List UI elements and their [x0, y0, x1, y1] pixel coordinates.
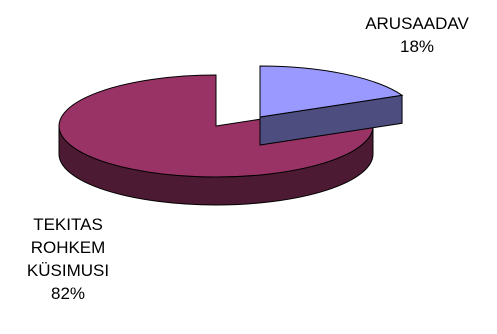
slice-label-tekitas-percent: 82% [50, 284, 86, 303]
pie-slice-1 [58, 74, 374, 206]
slice-label-arusaadav: ARUSAADAV 18% [336, 12, 497, 58]
slice-label-tekitas-rohkem-kusimusi: TEKITAS ROHKEM KÜSIMUSI 82% [0, 213, 136, 305]
slice-label-tekitas-line-1: TEKITAS [33, 215, 103, 234]
pie-slice-0 [259, 65, 404, 146]
pie-slice-top-0 [259, 65, 404, 118]
slice-label-tekitas-line-3: KÜSIMUSI [26, 261, 110, 280]
pie-slice-top-1 [58, 74, 374, 178]
slice-label-tekitas-line-2: ROHKEM [30, 238, 106, 257]
slice-label-arusaadav-percent: 18% [399, 37, 435, 56]
slice-label-arusaadav-line-1: ARUSAADAV [365, 14, 469, 33]
